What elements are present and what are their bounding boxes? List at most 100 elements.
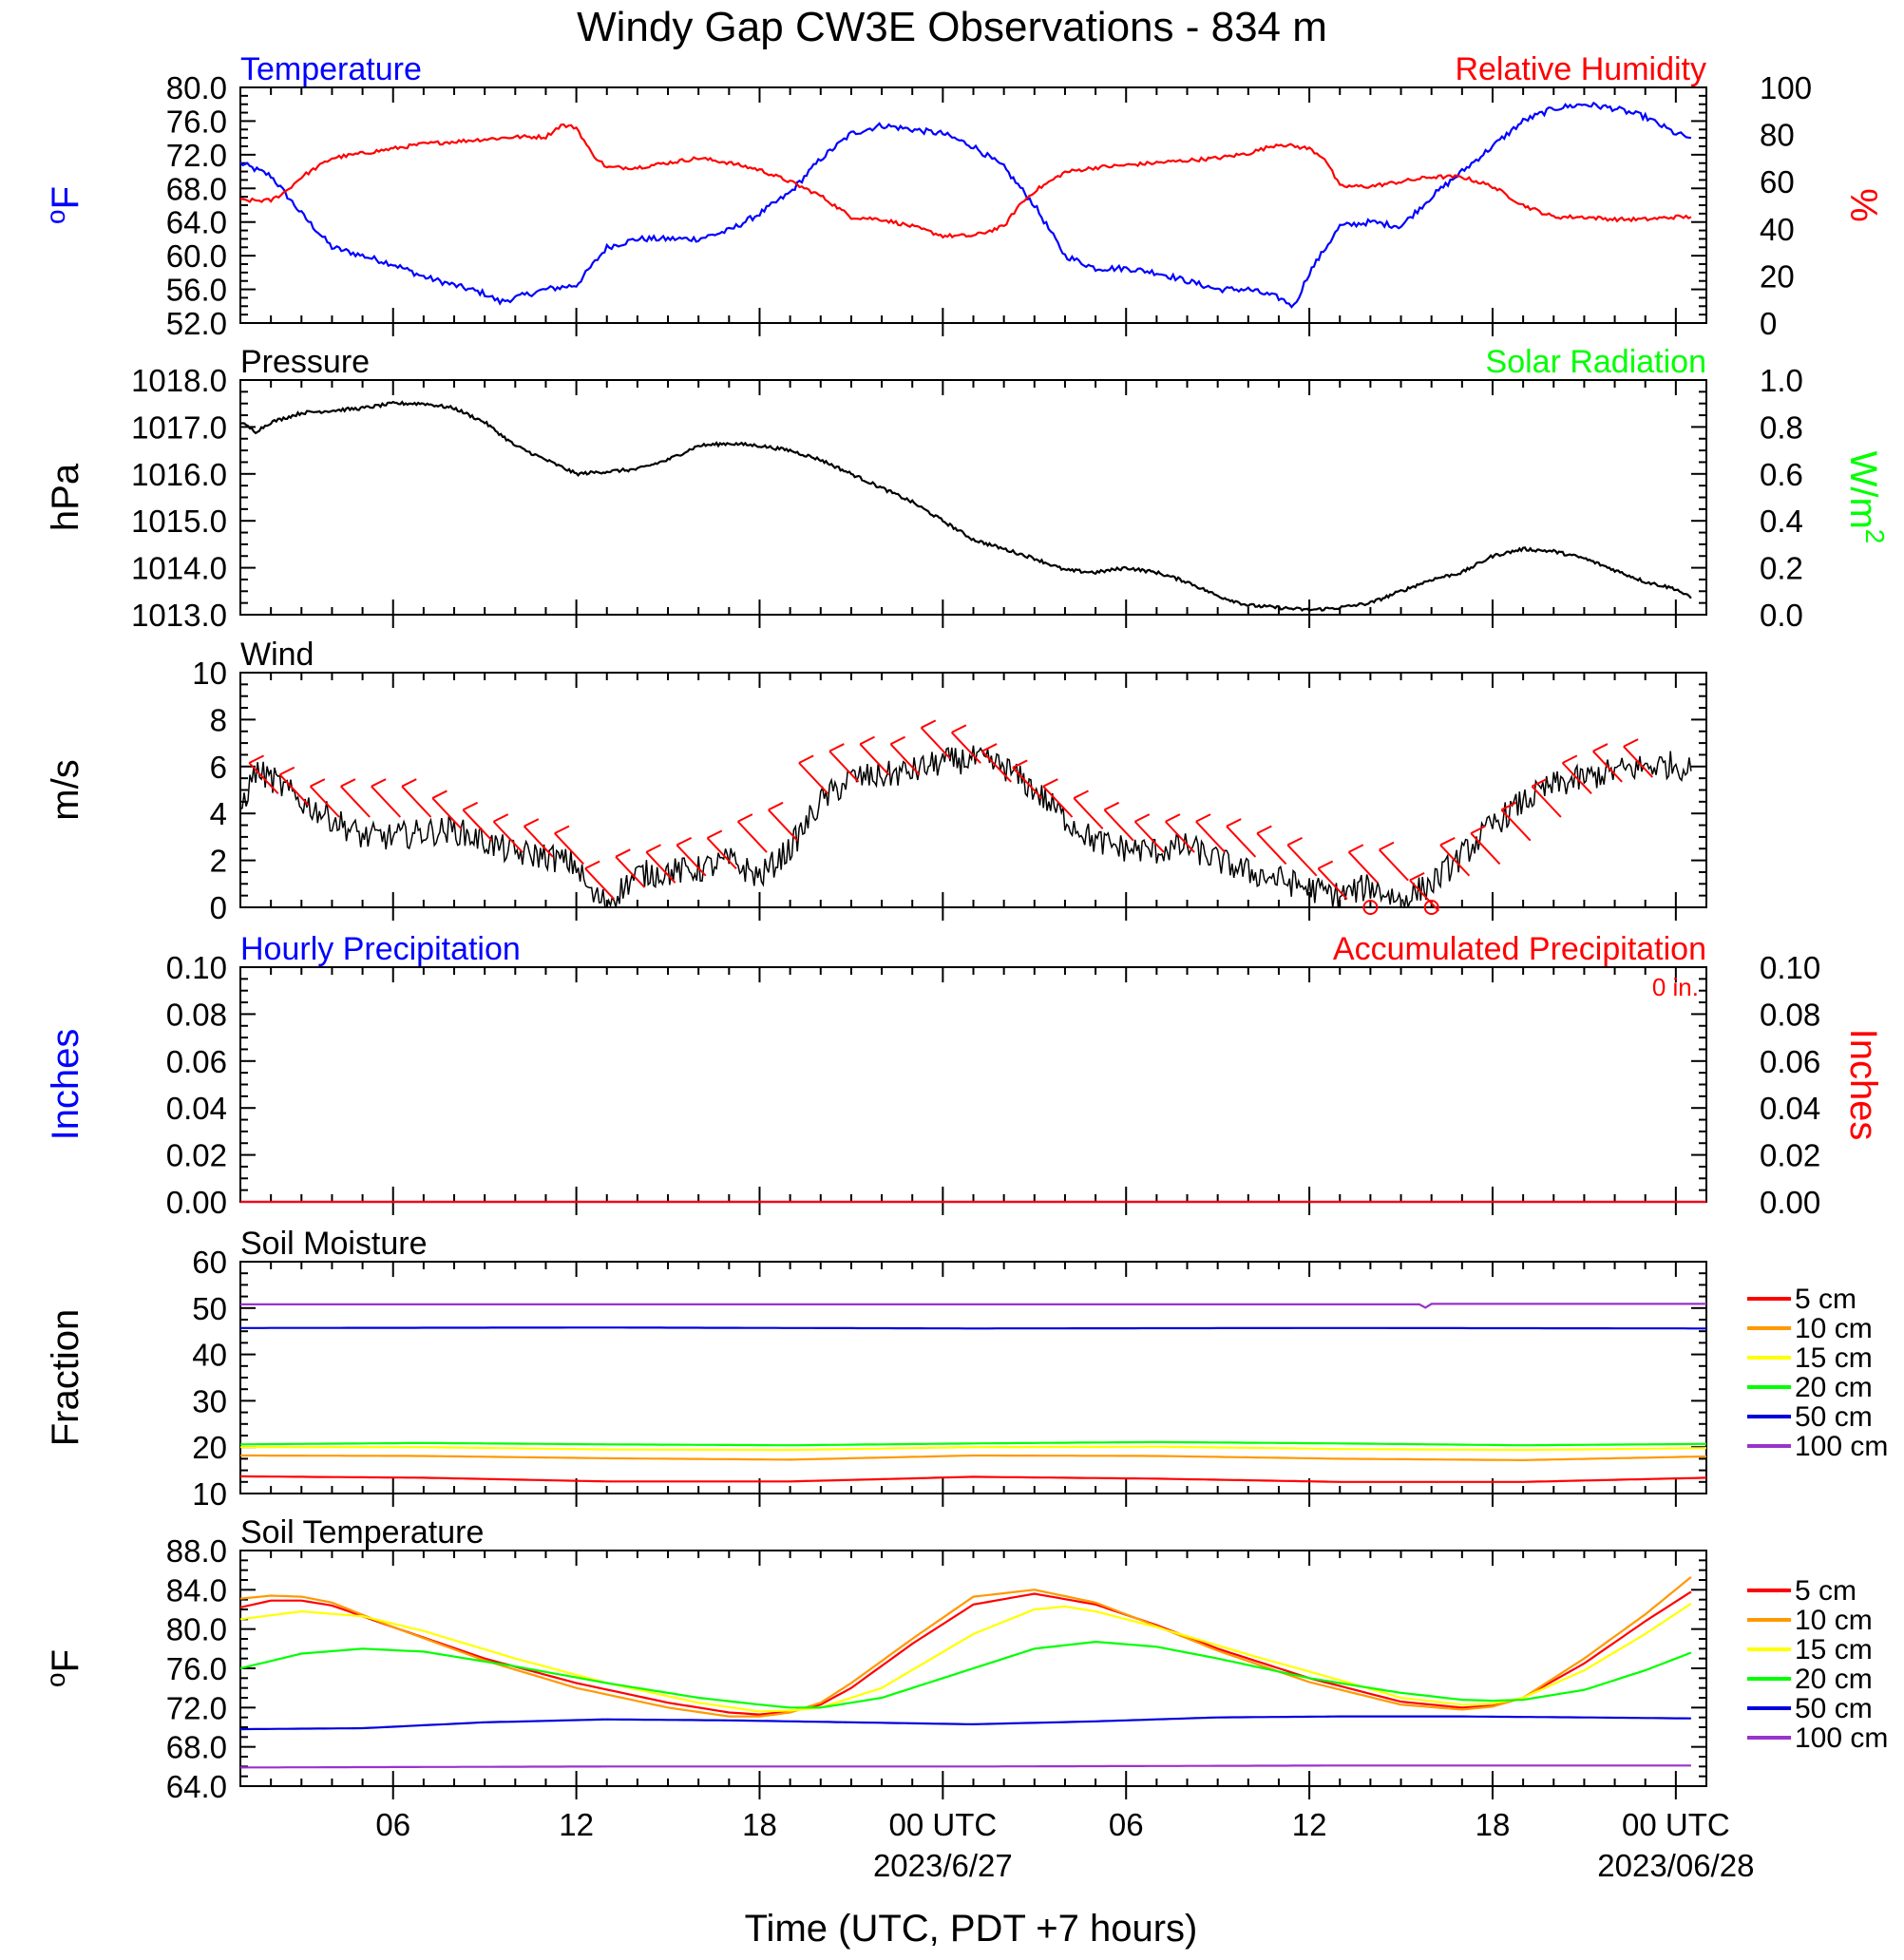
panel-title-left: Soil Moisture	[240, 1226, 428, 1262]
y-tick-label-left: 52.0	[166, 306, 227, 341]
series-line-100-cm	[239, 1764, 1691, 1769]
wind-barb-flag	[1165, 813, 1181, 823]
y-tick-label-left: 64.0	[166, 205, 227, 240]
y-axis-label-left-degF: oF	[41, 186, 86, 224]
wind-barb-flag	[921, 719, 937, 729]
wind-barb-flag	[1500, 801, 1516, 811]
x-tick-label: 12	[559, 1807, 594, 1842]
y-tick-label-left: 60	[192, 1245, 227, 1280]
panel-title-left: Soil Temperature	[240, 1514, 484, 1551]
chart-title: Windy Gap CW3E Observations - 834 m	[577, 4, 1327, 50]
y-tick-label-left: 1017.0	[131, 409, 227, 445]
series-line-5-cm	[239, 1590, 1692, 1716]
y-tick-label-right: 60	[1760, 164, 1795, 200]
wind-barb-flag	[584, 860, 600, 870]
wind-barb	[1103, 809, 1134, 842]
panel-wind: 0 2 4 6 8 10 Wind m/s	[45, 637, 1707, 925]
panel-frame	[239, 1261, 1707, 1494]
panel-soil_moisture: 10 20 30 40 50 60 Soil Moisture Fraction	[45, 1226, 1707, 1512]
wind-barb	[340, 786, 371, 818]
wind-barb-flag	[1470, 825, 1486, 834]
y-tick-label-right: 0.2	[1760, 551, 1803, 586]
y-tick-label-right: 0.0	[1760, 598, 1803, 633]
wind-barb-flag	[1226, 818, 1242, 828]
y-tick-label-left: 50	[192, 1291, 227, 1326]
wind-barb	[1470, 832, 1501, 866]
y-tick-label-left: 0.04	[166, 1091, 227, 1126]
wind-barb-flag	[828, 743, 845, 752]
y-axis-label-left: Fraction	[45, 1309, 86, 1447]
wind-barb-flag	[493, 813, 509, 823]
y-tick-label-left: 72.0	[166, 1690, 227, 1725]
y-tick-label-left: 60.0	[166, 238, 227, 274]
wind-barb	[1226, 826, 1257, 858]
y-tick-label-left: 76.0	[166, 1651, 227, 1686]
wind-barb-flag	[401, 778, 417, 788]
x-tick-label: 18	[1476, 1807, 1511, 1842]
y-axis-label-right: %	[1842, 188, 1884, 222]
y-tick-label-left: 40	[192, 1338, 227, 1373]
wind-barb-flag	[1256, 825, 1272, 834]
panel-soil_temperature: 64.0 68.0 72.0 76.0 80.0 84.088.0 Soil Tempera…	[41, 1514, 1707, 1804]
wind-barb-flag	[615, 848, 631, 858]
series-line-5-cm	[239, 1475, 1707, 1483]
x-tick-label: 06	[375, 1807, 410, 1842]
wind-barb	[920, 727, 951, 759]
wind-barb	[248, 762, 279, 794]
x-tick-label: 00 UTC	[889, 1807, 998, 1842]
wind-barb	[1012, 767, 1043, 799]
panel-frame	[239, 966, 1707, 1203]
wind-barb	[1133, 821, 1165, 853]
legend-label: 100 cm	[1795, 1722, 1888, 1754]
y-tick-label-left: 1013.0	[131, 598, 227, 633]
wind-barb	[889, 743, 921, 776]
wind-barb-flag	[1195, 813, 1211, 823]
y-tick-label-left: 56.0	[166, 273, 227, 308]
legend-label: 100 cm	[1795, 1431, 1888, 1462]
x-tick-date-label: 2023/06/28	[1597, 1848, 1754, 1883]
wind-barb	[1500, 809, 1532, 842]
series-line-50-cm	[239, 1715, 1691, 1731]
y-tick-label-left: 8	[210, 702, 227, 737]
wind-barb	[1256, 832, 1287, 866]
wind-barb-flag	[524, 818, 540, 828]
wind-barb	[676, 844, 707, 877]
y-tick-label-left: 84.0	[166, 1572, 227, 1608]
calm-wind-circle	[1362, 900, 1379, 915]
panel-frame	[239, 672, 1707, 908]
wind-barb-flag	[1012, 759, 1028, 769]
y-tick-label-right: 0.00	[1760, 1185, 1820, 1220]
wind-barb	[768, 809, 798, 842]
wind-barb	[798, 762, 829, 794]
wind-barb	[371, 786, 402, 818]
x-tick-label: 06	[1109, 1807, 1144, 1842]
wind-barb	[736, 821, 768, 853]
wind-barb-flag	[1318, 860, 1334, 870]
wind-barb	[1623, 746, 1654, 778]
wind-barb	[554, 832, 584, 866]
accumulated-total-label: 0 in.	[1652, 973, 1699, 1001]
wind-barb	[1195, 821, 1226, 853]
wind-barb-flag	[798, 754, 814, 764]
wind-barb	[615, 856, 646, 888]
y-tick-label-right: 0.04	[1760, 1091, 1820, 1126]
wind-barb	[645, 851, 676, 884]
wind-barb	[981, 750, 1012, 783]
panel-title-right: Accumulated Precipitation	[1333, 931, 1706, 967]
legend-label: 50 cm	[1795, 1693, 1873, 1724]
wind-barb	[309, 786, 340, 818]
calm-wind-circle	[1423, 900, 1439, 915]
series-line-20-cm	[239, 1440, 1706, 1447]
wind-barb-flag	[951, 724, 967, 733]
y-axis-label-left: m/s	[45, 759, 86, 820]
y-tick-label-left: 30	[192, 1383, 227, 1418]
x-tick-label: 12	[1292, 1807, 1327, 1842]
wind-barb	[1286, 844, 1318, 877]
wind-barb	[584, 867, 616, 901]
wind-barb	[859, 743, 890, 776]
panel-frame	[239, 379, 1707, 616]
wind-barb-flag	[645, 844, 661, 853]
x-tick-label: 00 UTC	[1622, 1807, 1730, 1842]
